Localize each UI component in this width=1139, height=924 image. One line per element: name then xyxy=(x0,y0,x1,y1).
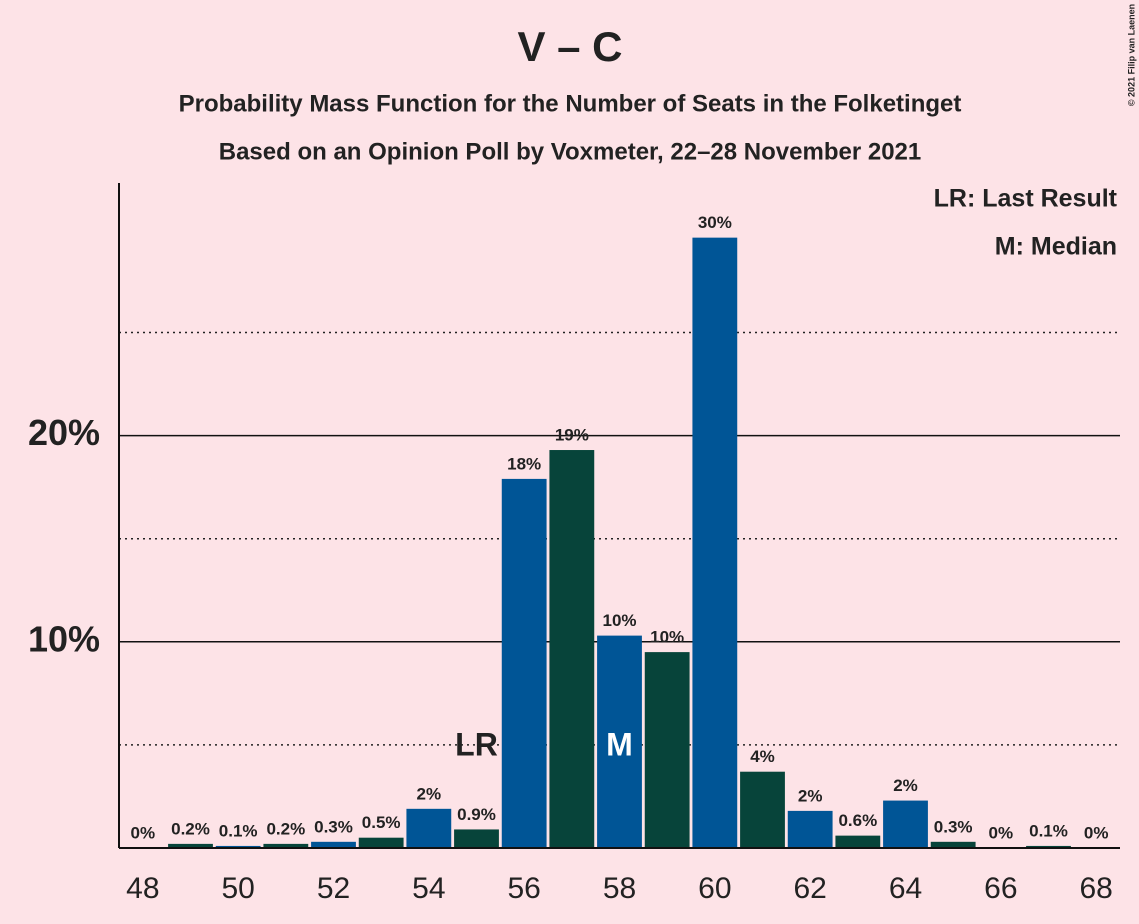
bar xyxy=(501,478,547,848)
bar xyxy=(787,810,833,848)
bar xyxy=(454,829,499,848)
x-tick-label: 66 xyxy=(984,872,1017,905)
x-tick-label: 58 xyxy=(603,872,636,905)
value-label: 0.3% xyxy=(314,817,353,836)
marker-label: LR xyxy=(455,726,498,762)
x-tick-label: 56 xyxy=(507,872,540,905)
bar xyxy=(597,635,642,848)
bar xyxy=(835,835,881,848)
value-label: 0% xyxy=(131,823,156,842)
bar xyxy=(644,652,690,848)
copyright: © 2021 Filip van Laenen xyxy=(1126,4,1136,106)
value-label: 2% xyxy=(893,776,918,795)
bar xyxy=(740,771,785,848)
value-label: 0.2% xyxy=(171,819,210,838)
bar xyxy=(406,808,452,848)
x-tick-label: 48 xyxy=(126,872,159,905)
value-label: 10% xyxy=(602,611,636,630)
value-label: 10% xyxy=(650,628,684,647)
value-label: 0.5% xyxy=(362,813,401,832)
bar xyxy=(311,841,356,848)
y-tick-label: 10% xyxy=(28,618,100,659)
subtitle: Probability Mass Function for the Number… xyxy=(179,90,962,117)
x-tick-label: 62 xyxy=(793,872,826,905)
bar xyxy=(358,837,404,848)
value-label: 0% xyxy=(989,823,1014,842)
x-tick-label: 50 xyxy=(221,872,254,905)
bar xyxy=(930,841,976,848)
value-label: 30% xyxy=(698,213,732,232)
x-tick-label: 60 xyxy=(698,872,731,905)
value-label: 4% xyxy=(750,747,775,766)
value-label: 0.6% xyxy=(838,811,877,830)
bar xyxy=(549,450,595,848)
legend-entry: M: Median xyxy=(995,233,1117,261)
bar xyxy=(692,237,738,848)
bar xyxy=(168,843,213,848)
x-tick-label: 54 xyxy=(412,872,445,905)
value-label: 2% xyxy=(417,784,442,803)
value-label: 0.1% xyxy=(1029,821,1068,840)
marker-label: M xyxy=(606,726,633,762)
subtitle: Based on an Opinion Poll by Voxmeter, 22… xyxy=(219,138,921,165)
chart-title: V – C xyxy=(517,23,622,70)
bar xyxy=(263,843,309,848)
x-tick-label: 64 xyxy=(889,872,922,905)
value-label: 2% xyxy=(798,786,823,805)
value-label: 0.2% xyxy=(266,819,305,838)
value-label: 19% xyxy=(555,426,589,445)
y-tick-label: 20% xyxy=(28,412,100,453)
value-label: 18% xyxy=(507,454,541,473)
value-label: 0.3% xyxy=(934,817,973,836)
x-tick-label: 52 xyxy=(317,872,350,905)
legend-entry: LR: Last Result xyxy=(934,185,1118,213)
bar xyxy=(883,800,928,848)
x-tick-label: 68 xyxy=(1079,872,1112,905)
bar xyxy=(215,845,261,848)
bar xyxy=(1026,845,1071,848)
value-label: 0% xyxy=(1084,823,1109,842)
value-label: 0.9% xyxy=(457,805,496,824)
value-label: 0.1% xyxy=(219,821,258,840)
